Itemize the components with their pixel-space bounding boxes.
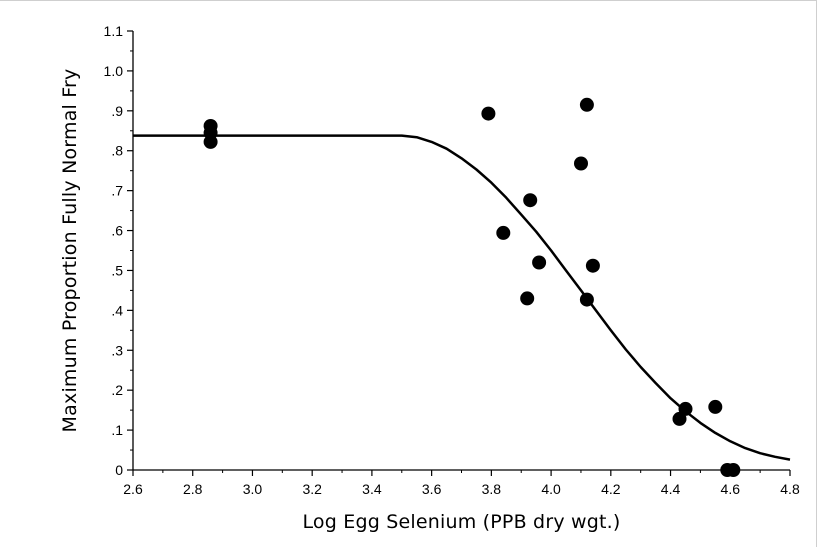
- y-tick-label: 1.0: [104, 63, 124, 79]
- y-tick-label: .8: [111, 143, 123, 159]
- x-tick-label: 2.8: [183, 481, 203, 497]
- data-point: [585, 258, 600, 273]
- data-point: [523, 193, 538, 208]
- x-tick-label: 3.2: [302, 481, 322, 497]
- data-point: [726, 463, 741, 477]
- y-axis-label: Maximum Proportion Fully Normal Fry: [59, 69, 81, 433]
- y-tick-label: .9: [111, 103, 123, 119]
- data-point: [579, 97, 594, 112]
- y-tick-label: .3: [111, 342, 123, 358]
- x-tick-label: 4.6: [721, 481, 741, 497]
- x-axis-label: Log Egg Selenium (PPB dry wgt.): [302, 511, 620, 533]
- x-tick-label: 4.2: [601, 481, 621, 497]
- x-tick-label: 4.8: [780, 481, 800, 497]
- y-tick-label: .2: [111, 382, 123, 398]
- data-point: [574, 156, 588, 171]
- x-tick-label: 2.6: [123, 481, 143, 497]
- y-tick-label: 1.1: [104, 23, 124, 39]
- data-point: [496, 225, 511, 240]
- y-tick-label: 0: [115, 462, 123, 478]
- x-tick-label: 4.4: [661, 481, 681, 497]
- y-tick-label: .5: [111, 262, 123, 278]
- y-tick-label: .7: [111, 183, 123, 199]
- data-point: [203, 134, 218, 149]
- y-tick-label: .4: [111, 302, 123, 318]
- data-point: [579, 292, 594, 307]
- data-point: [520, 291, 535, 306]
- x-tick-label: 3.6: [422, 481, 442, 497]
- y-tick-label: .1: [111, 422, 123, 438]
- data-points-layer: [203, 97, 741, 477]
- x-tick-label: 3.0: [243, 481, 263, 497]
- y-ticks: 0 .1 .2 .3 .4 .5 .6 .7 .8 .9 1.0 1.1: [104, 23, 133, 478]
- y-tick-label: .6: [111, 223, 123, 239]
- x-tick-label: 4.0: [541, 481, 561, 497]
- data-point: [532, 255, 547, 270]
- data-point: [708, 399, 723, 414]
- x-ticks: 2.6 2.8 3.0 3.2 3.4 3.6 3.8 4.0 4.2 4.4 4.6 4.8: [123, 470, 800, 497]
- x-tick-label: 3.8: [482, 481, 502, 497]
- data-point: [678, 401, 693, 416]
- x-tick-label: 3.4: [362, 481, 382, 497]
- data-point: [481, 106, 496, 121]
- axes: [132, 31, 790, 471]
